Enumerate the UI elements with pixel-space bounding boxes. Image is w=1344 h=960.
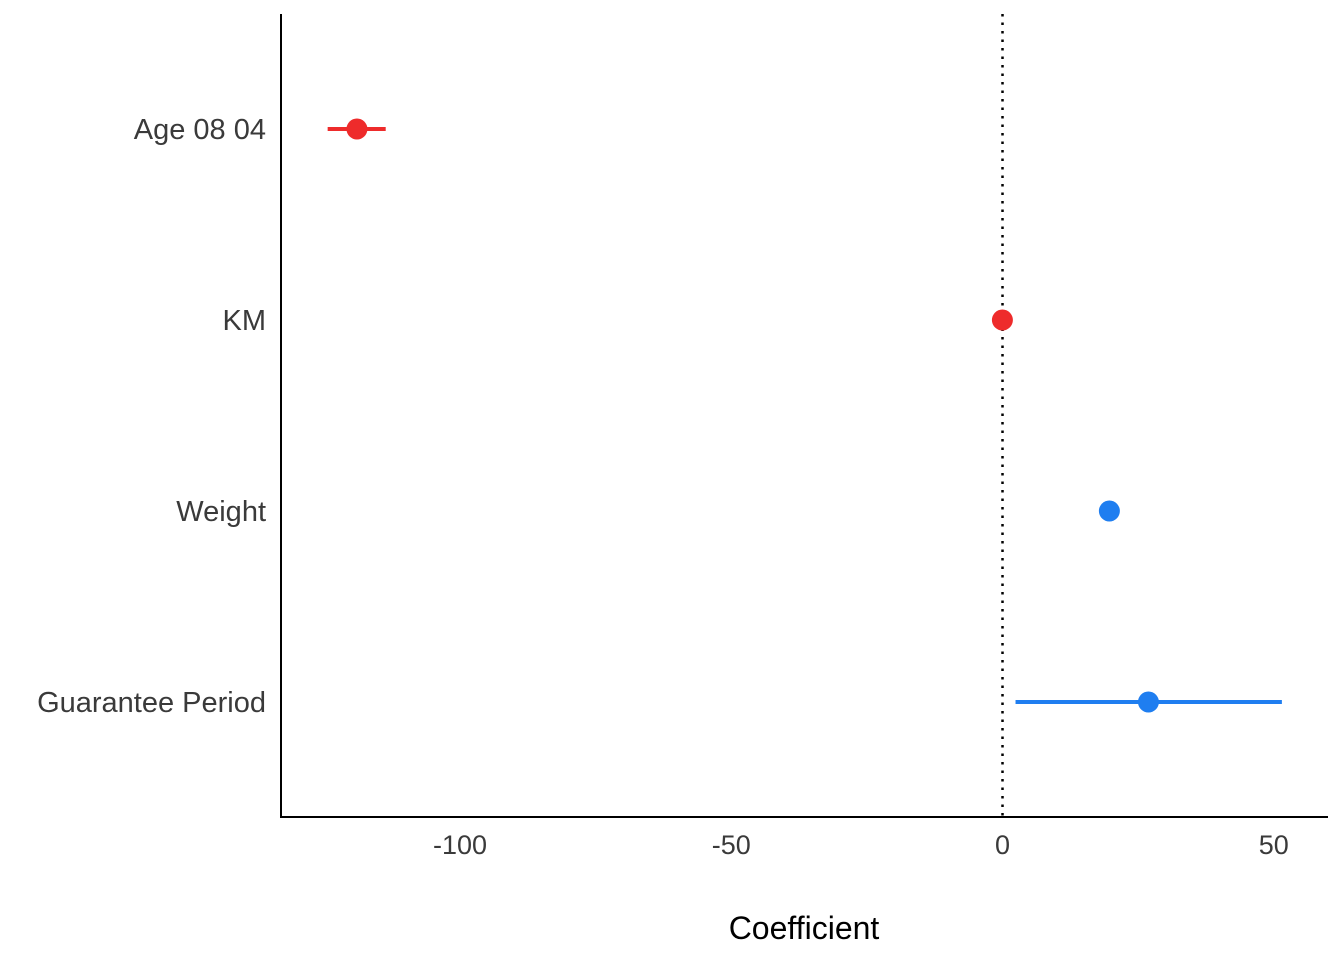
coefficient-point [346, 118, 368, 140]
y-category-label: Weight [176, 496, 266, 528]
y-category-label: Guarantee Period [37, 687, 266, 719]
coefficient-point [1098, 500, 1120, 522]
x-tick-label: 50 [1259, 830, 1289, 860]
coefficient-point [991, 309, 1013, 331]
x-tick-label: -100 [433, 830, 487, 860]
y-category-label: KM [223, 305, 267, 337]
x-axis-title: Coefficient [729, 910, 880, 946]
y-category-label: Age 08 04 [134, 114, 266, 146]
coefficient-point [1137, 691, 1159, 713]
x-tick-label: -50 [712, 830, 751, 860]
x-tick-label: 0 [995, 830, 1010, 860]
